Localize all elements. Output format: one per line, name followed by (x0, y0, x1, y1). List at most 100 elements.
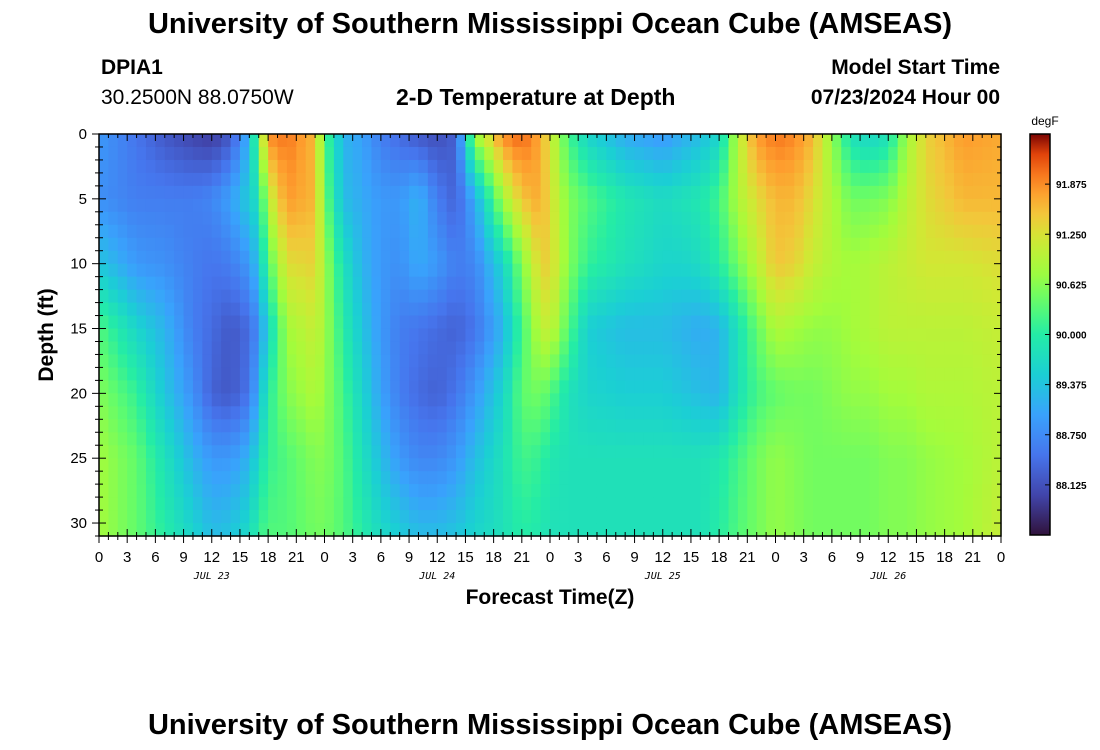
heatmap-cell (352, 445, 363, 459)
heatmap-cell (794, 484, 805, 498)
heatmap-cell (850, 510, 861, 524)
heatmap-cell (972, 380, 983, 394)
heatmap-cell (192, 224, 203, 239)
heatmap-cell (634, 510, 645, 524)
heatmap-cell (540, 224, 551, 239)
heatmap-cell (587, 484, 598, 498)
heatmap-cell (925, 185, 936, 200)
heatmap-cell (127, 432, 138, 446)
heatmap-cell (380, 159, 391, 174)
heatmap-cell (625, 289, 636, 304)
heatmap-cell (371, 159, 382, 174)
heatmap-cell (258, 523, 269, 537)
heatmap-cell (427, 393, 438, 407)
heatmap-cell (625, 263, 636, 278)
heatmap-cell (587, 471, 598, 485)
heatmap-cell (531, 328, 542, 343)
heatmap-cell (709, 380, 720, 394)
heatmap-cell (258, 510, 269, 524)
heatmap-cell (493, 289, 504, 304)
heatmap-cell (145, 406, 156, 420)
heatmap-cell (907, 354, 918, 369)
heatmap-cell (878, 237, 889, 252)
heatmap-cell (709, 367, 720, 381)
heatmap-cell (305, 315, 316, 330)
heatmap-cell (822, 250, 833, 265)
heatmap-cell (878, 497, 889, 511)
heatmap-cell (737, 134, 748, 148)
heatmap-cell (512, 224, 523, 239)
heatmap-cell (596, 159, 607, 174)
heatmap-cell (427, 289, 438, 304)
heatmap-cell (888, 159, 899, 174)
heatmap-cell (127, 198, 138, 213)
heatmap-cell (991, 341, 1002, 356)
heatmap-cell (672, 458, 683, 472)
heatmap-cell (596, 224, 607, 239)
heatmap-cell (700, 445, 711, 459)
heatmap-cell (324, 341, 335, 356)
heatmap-cell (559, 367, 570, 381)
heatmap-cell (982, 134, 993, 148)
heatmap-cell (869, 328, 880, 343)
heatmap-cell (230, 432, 241, 446)
heatmap-cell (465, 419, 476, 433)
heatmap-cell (192, 328, 203, 343)
heatmap-cell (531, 211, 542, 226)
heatmap-cell (737, 159, 748, 174)
heatmap-cell (728, 432, 739, 446)
heatmap-cell (286, 445, 297, 459)
heatmap-cell (784, 263, 795, 278)
heatmap-cell (878, 510, 889, 524)
heatmap-cell (192, 134, 203, 148)
heatmap-cell (615, 302, 626, 317)
heatmap-cell (427, 380, 438, 394)
heatmap-cell (625, 419, 636, 433)
heatmap-cell (164, 263, 175, 278)
heatmap-cell (521, 263, 532, 278)
heatmap-cell (972, 172, 983, 187)
heatmap-cell (550, 445, 560, 459)
heatmap-cell (521, 367, 532, 381)
heatmap-cell (860, 276, 871, 291)
heatmap-cell (531, 172, 542, 187)
heatmap-cell (324, 198, 335, 213)
heatmap-cell (568, 302, 579, 317)
heatmap-cell (418, 302, 429, 317)
heatmap-cell (925, 159, 936, 174)
heatmap-cell (841, 198, 852, 213)
heatmap-cell (540, 289, 551, 304)
heatmap-cell (164, 432, 175, 446)
heatmap-cell (136, 302, 147, 317)
heatmap-cell (550, 458, 560, 472)
heatmap-cell (315, 159, 326, 174)
heatmap-cell (117, 497, 128, 511)
heatmap-cell (831, 510, 842, 524)
heatmap-cell (249, 159, 260, 174)
heatmap-cell (766, 134, 777, 148)
heatmap-cell (268, 367, 279, 381)
heatmap-cell (192, 419, 203, 433)
heatmap-cell (371, 367, 382, 381)
x-tick-label: 9 (405, 549, 413, 566)
heatmap-cell (935, 380, 946, 394)
heatmap-cell (343, 458, 354, 472)
heatmap-cell (362, 341, 373, 356)
heatmap-cell (737, 354, 748, 369)
heatmap-cell (531, 497, 542, 511)
heatmap-cell (794, 497, 805, 511)
heatmap-cell (982, 224, 993, 239)
heatmap-cell (719, 458, 730, 472)
heatmap-cell (145, 289, 156, 304)
heatmap-cell (841, 341, 852, 356)
heatmap-cell (512, 432, 523, 446)
heatmap-cell (756, 237, 767, 252)
heatmap-cell (728, 250, 739, 265)
heatmap-cell (869, 497, 880, 511)
heatmap-cell (550, 432, 560, 446)
heatmap-cell (888, 185, 899, 200)
heatmap-cell (737, 367, 748, 381)
heatmap-cell (427, 315, 438, 330)
heatmap-cell (756, 393, 767, 407)
heatmap-cell (559, 172, 570, 187)
